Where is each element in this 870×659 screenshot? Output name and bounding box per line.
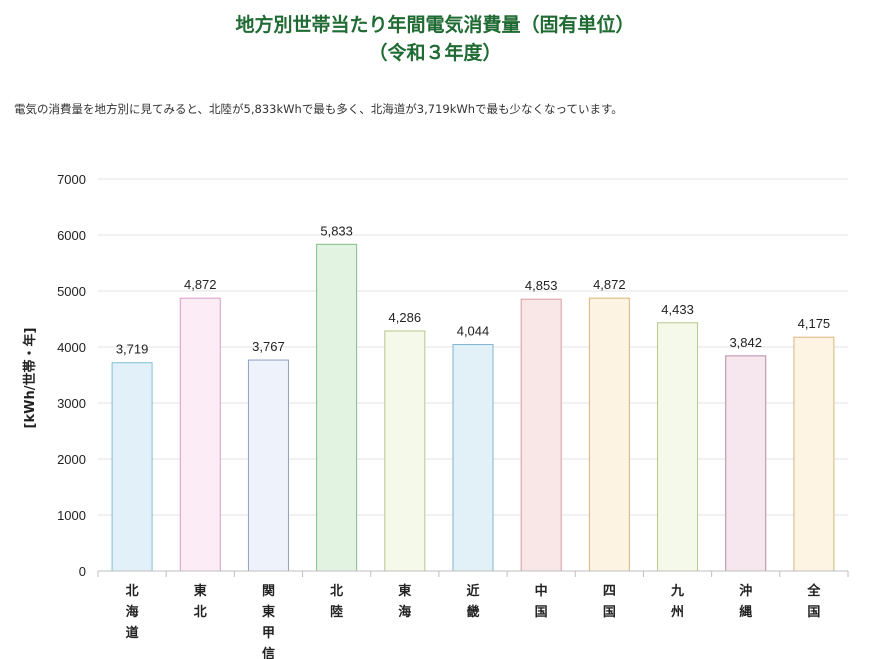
category-label: 関東甲信 — [262, 584, 275, 659]
category-label: 九州 — [670, 584, 684, 620]
data-label: 5,833 — [320, 223, 353, 238]
category-label: 北海道 — [126, 584, 139, 641]
bar — [384, 330, 426, 572]
category-label: 北陸 — [330, 584, 343, 620]
category-label: 東海 — [398, 583, 411, 620]
y-tick-label: 4000 — [57, 340, 86, 355]
data-label: 3,719 — [116, 342, 149, 357]
bar — [316, 243, 358, 572]
data-label: 4,433 — [661, 302, 694, 317]
y-tick-label: 0 — [79, 564, 86, 579]
bar — [111, 362, 153, 572]
y-tick-label: 5000 — [57, 284, 86, 299]
data-label: 4,872 — [593, 277, 626, 292]
bar — [247, 359, 289, 572]
bar — [793, 336, 835, 572]
chart-title: 地方別世帯当たり年間電気消費量（固有単位） — [235, 14, 635, 36]
data-label: 4,044 — [457, 324, 490, 339]
category-label: 近畿 — [466, 583, 479, 620]
bar — [452, 344, 494, 572]
data-label: 3,842 — [729, 335, 762, 350]
chart-description: 電気の消費量を地方別に見てみると、北陸が5,833kWhで最も多く、北海道が3,… — [14, 102, 623, 116]
y-axis-label: [kWh/世帯・年] — [22, 328, 38, 429]
category-label: 東北 — [194, 583, 207, 620]
data-label: 4,175 — [798, 316, 831, 331]
y-tick-label: 6000 — [57, 228, 86, 243]
y-tick-label: 2000 — [57, 452, 86, 467]
data-label: 4,872 — [184, 277, 217, 292]
category-label: 全国 — [806, 583, 821, 620]
bar — [520, 298, 562, 572]
data-label: 3,767 — [252, 339, 285, 354]
bar — [725, 355, 767, 572]
category-label: 沖縄 — [739, 583, 752, 620]
y-tick-label: 1000 — [57, 508, 86, 523]
y-tick-label: 7000 — [57, 172, 86, 187]
bar — [588, 297, 630, 572]
data-label: 4,853 — [525, 278, 558, 293]
y-tick-label: 3000 — [57, 396, 86, 411]
data-labels: 3,719 4,872 3,767 5,833 4,286 4,044 4,853 4,872… — [116, 223, 830, 356]
category-label: 四国 — [603, 584, 616, 620]
chart-subtitle: （令和３年度） — [368, 42, 502, 64]
bar — [179, 297, 221, 572]
bar — [657, 322, 699, 572]
category-label: 中国 — [535, 583, 548, 620]
bars — [111, 243, 835, 572]
y-axis-ticks: 0 1000 2000 3000 4000 5000 6000 7000 — [57, 172, 86, 579]
x-axis-categories: 北海道 東北 関東甲信 北陸 東海 近畿 中国 四国 九州 沖縄 全国 — [97, 571, 849, 659]
data-label: 4,286 — [389, 310, 422, 325]
